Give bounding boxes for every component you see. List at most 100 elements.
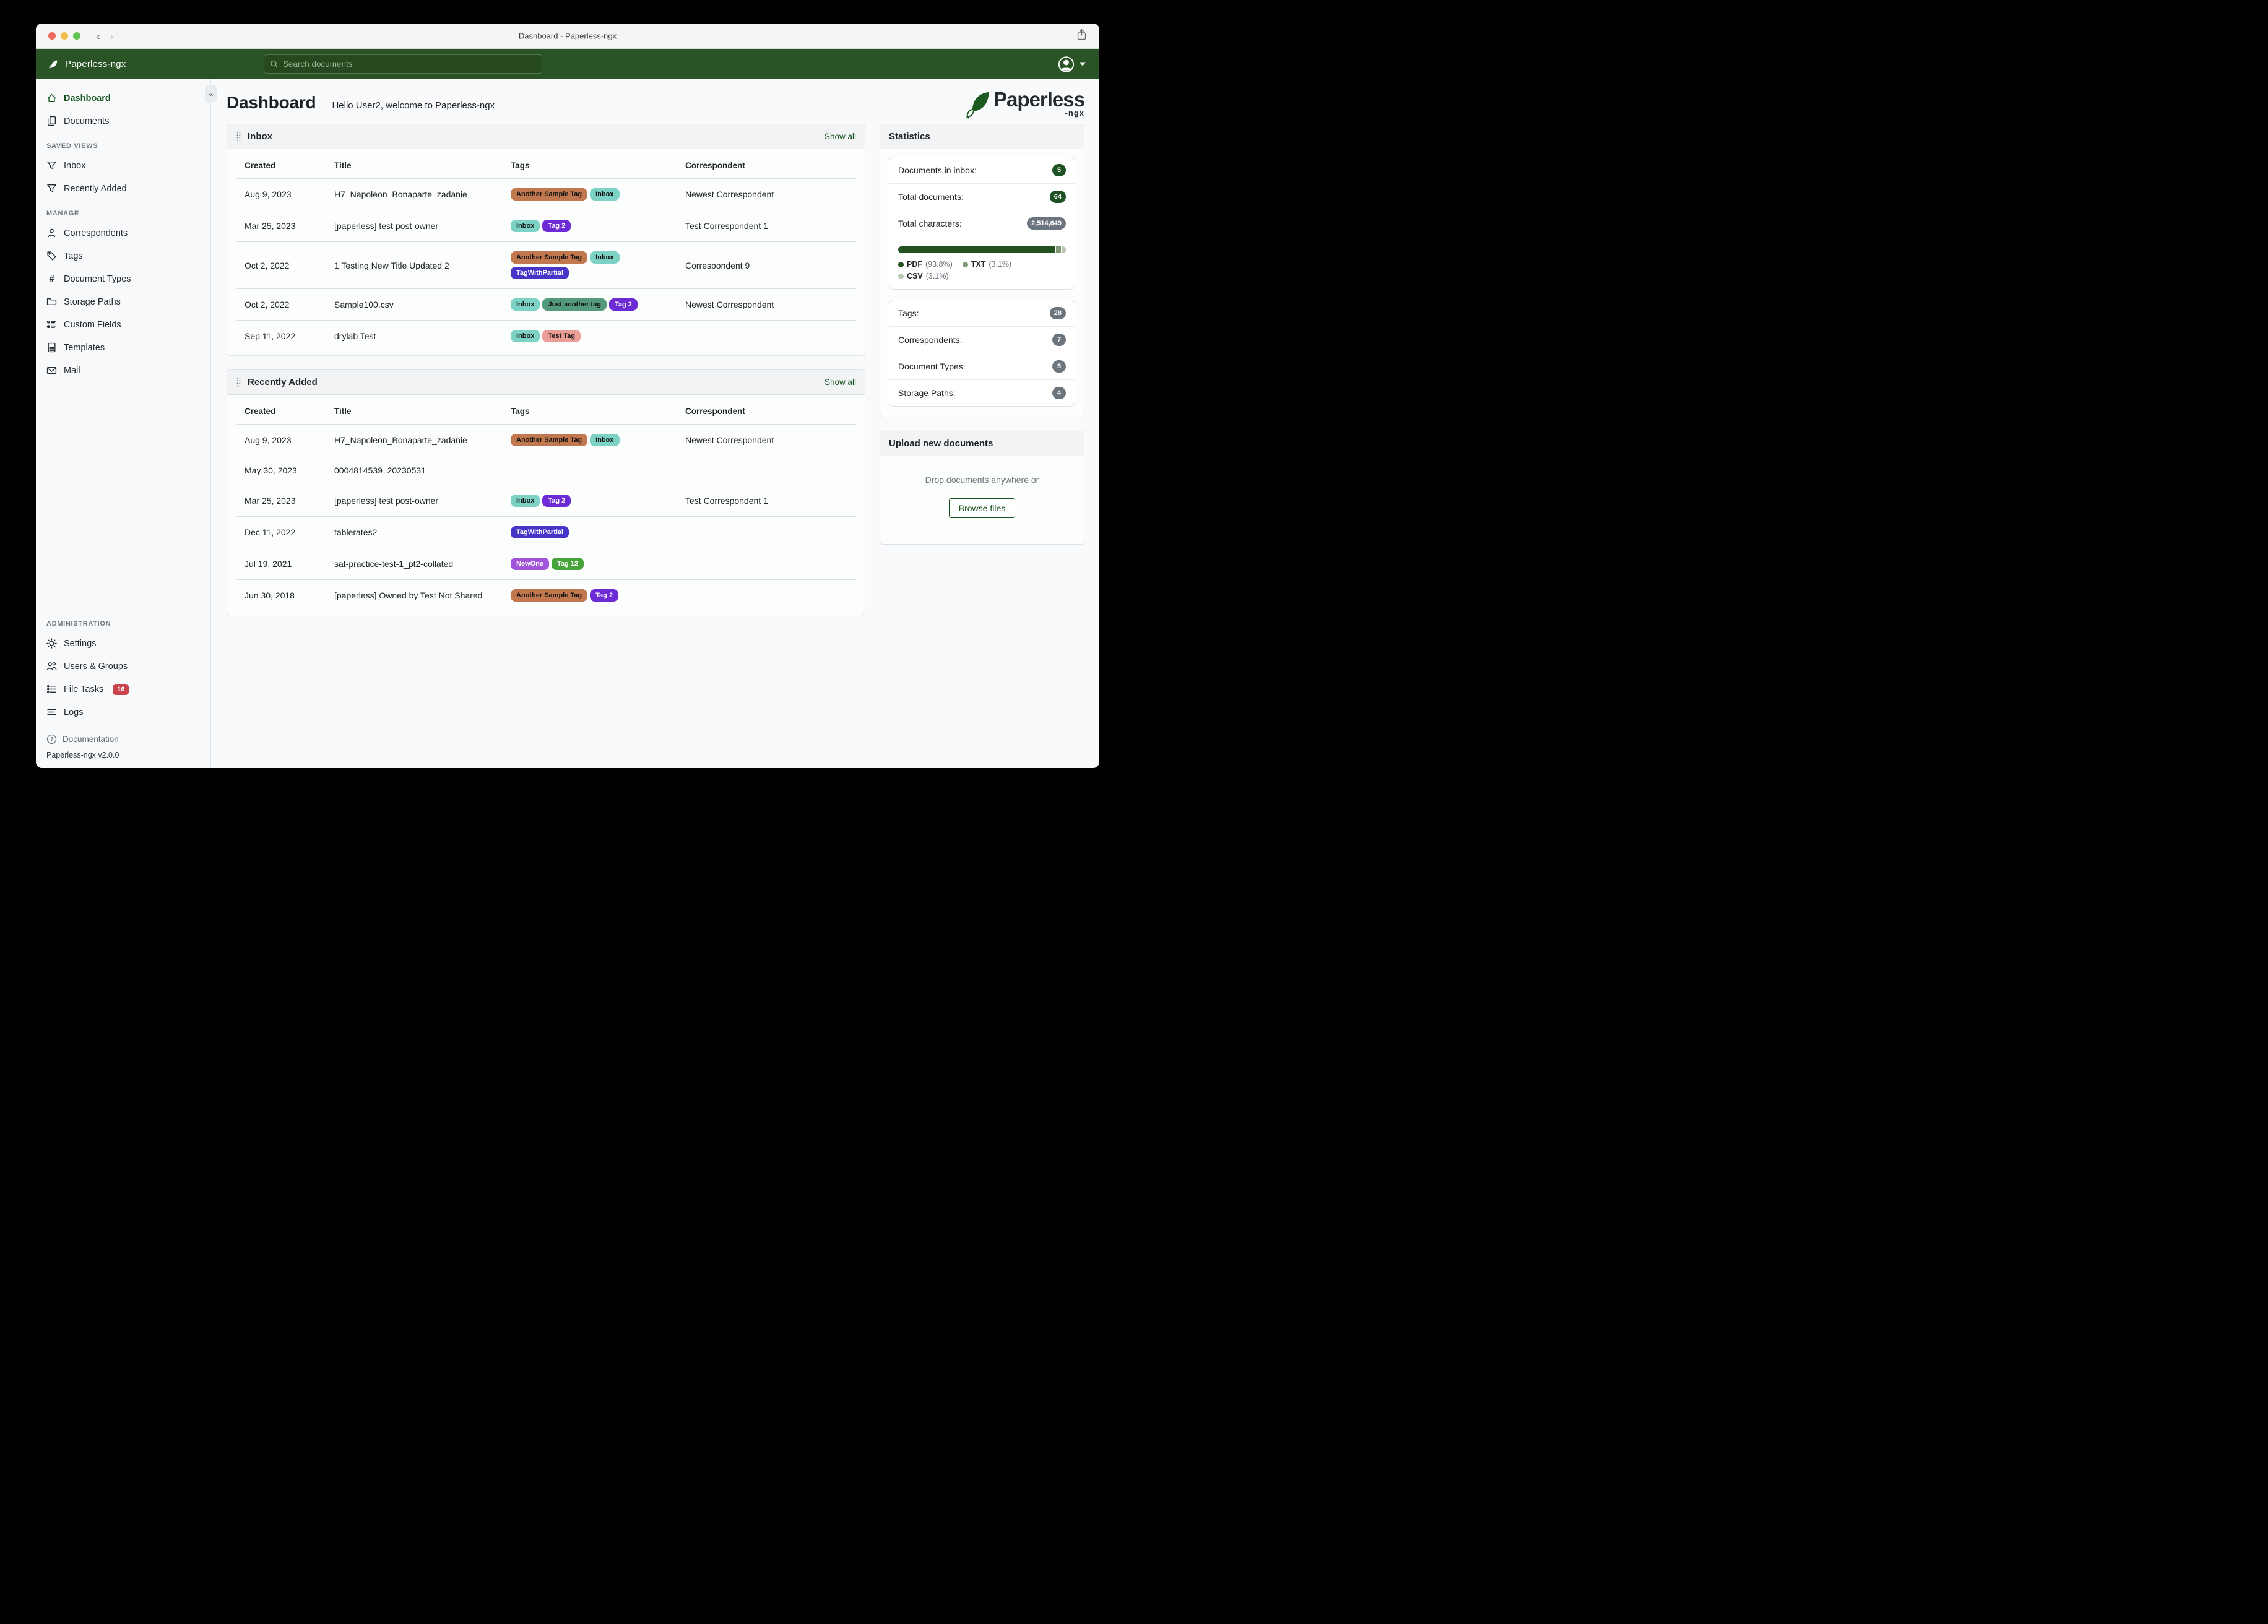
documentation-link[interactable]: ? Documentation <box>36 730 210 748</box>
table-row[interactable]: Jun 30, 2018 [paperless] Owned by Test No… <box>236 580 856 611</box>
document-title-link[interactable]: [paperless] test post-owner <box>334 221 439 231</box>
sidebar-item-document-types[interactable]: # Document Types <box>36 267 210 290</box>
browse-files-button[interactable]: Browse files <box>948 498 1016 518</box>
inbox-widget-header: Inbox Show all <box>227 124 865 149</box>
tag-chip[interactable]: Inbox <box>590 188 620 201</box>
tag-chip[interactable]: Just another tag <box>542 298 607 311</box>
sidebar-section-title: ADMINISTRATION <box>46 620 111 628</box>
tag-chip[interactable]: TagWithPartial <box>511 267 569 279</box>
table-row[interactable]: Jul 19, 2021 sat-practice-test-1_pt2-coll… <box>236 548 856 580</box>
document-title-link[interactable]: sat-practice-test-1_pt2-collated <box>334 559 454 569</box>
sidebar-item-documents[interactable]: Documents <box>36 110 210 132</box>
sidebar-item-tags[interactable]: Tags <box>36 244 210 267</box>
table-row[interactable]: Aug 9, 2023 H7_Napoleon_Bonaparte_zadanie… <box>236 425 856 456</box>
created-cell: May 30, 2023 <box>245 465 297 475</box>
minimize-window-button[interactable] <box>61 32 68 40</box>
tag-chip[interactable]: Another Sample Tag <box>511 251 588 264</box>
document-title-link[interactable]: H7_Napoleon_Bonaparte_zadanie <box>334 435 467 445</box>
tag-chip[interactable]: Another Sample Tag <box>511 589 588 602</box>
global-search[interactable] <box>264 54 542 74</box>
tag-chip[interactable]: Inbox <box>590 434 620 446</box>
sidebar-item-mail[interactable]: Mail <box>36 359 210 382</box>
sidebar-item-correspondents[interactable]: Correspondents <box>36 222 210 244</box>
legend-percent: (93.8%) <box>925 260 953 269</box>
document-title-link[interactable]: H7_Napoleon_Bonaparte_zadanie <box>334 189 467 199</box>
sidebar-item-users-groups[interactable]: Users & Groups <box>36 655 210 678</box>
tag-chip[interactable]: Tag 12 <box>552 558 584 570</box>
column-header-correspondent: Correspondent <box>685 407 745 416</box>
zoom-window-button[interactable] <box>73 32 80 40</box>
document-title-link[interactable]: tablerates2 <box>334 527 378 537</box>
page-title: Dashboard <box>227 93 316 112</box>
app-brand[interactable]: Paperless-ngx <box>36 58 211 71</box>
table-row[interactable]: Oct 2, 2022 1 Testing New Title Updated 2… <box>236 242 856 289</box>
sidebar-item-dashboard[interactable]: Dashboard <box>36 87 210 110</box>
table-row[interactable]: May 30, 2023 0004814539_20230531 <box>236 456 856 485</box>
document-title-link[interactable]: 1 Testing New Title Updated 2 <box>334 260 449 270</box>
statistics-title: Statistics <box>889 131 930 142</box>
tag-chip[interactable]: Inbox <box>590 251 620 264</box>
correspondent-cell <box>677 555 856 573</box>
upload-dropzone[interactable]: Drop documents anywhere or Browse files <box>880 456 1084 544</box>
sidebar-item-inbox[interactable]: Inbox <box>36 154 210 177</box>
document-title-link[interactable]: [paperless] Owned by Test Not Shared <box>334 590 483 600</box>
created-cell: Mar 25, 2023 <box>245 221 296 231</box>
app-brand-label: Paperless-ngx <box>65 59 126 69</box>
tag-chip[interactable]: Tag 2 <box>542 495 571 507</box>
table-row[interactable]: Dec 11, 2022 tablerates2 TagWithPartial <box>236 517 856 548</box>
sidebar-item-file-tasks[interactable]: File Tasks 16 <box>36 678 210 701</box>
sidebar-item-templates[interactable]: Templates <box>36 336 210 359</box>
legend-dot <box>962 261 968 267</box>
tag-chip[interactable]: Tag 2 <box>542 220 571 232</box>
tag-chip[interactable]: Tag 2 <box>608 298 638 311</box>
table-row[interactable]: Mar 25, 2023 [paperless] test post-owner I… <box>236 210 856 242</box>
search-input[interactable] <box>283 59 536 69</box>
close-window-button[interactable] <box>48 32 56 40</box>
document-title-link[interactable]: drylab Test <box>334 331 376 341</box>
tag-chip[interactable]: Another Sample Tag <box>511 434 588 446</box>
document-title-link[interactable]: Sample100.csv <box>334 300 394 309</box>
sidebar-item-label: Logs <box>64 707 84 717</box>
sidebar-item-recently-added[interactable]: Recently Added <box>36 177 210 200</box>
sidebar-section-title: MANAGE <box>46 210 80 217</box>
tag-chip[interactable]: Inbox <box>511 220 540 232</box>
window-controls <box>48 32 80 40</box>
tag-chip[interactable]: NewOne <box>511 558 550 570</box>
tag-list: TagWithPartial <box>511 526 672 538</box>
search-icon <box>270 60 279 69</box>
inbox-show-all-link[interactable]: Show all <box>824 132 856 141</box>
tag-chip[interactable]: Inbox <box>511 330 540 342</box>
history-back-icon[interactable]: ‹ <box>97 30 100 42</box>
table-row[interactable]: Oct 2, 2022 Sample100.csv Inbox Just anothe… <box>236 289 856 321</box>
history-forward-icon[interactable]: › <box>110 30 114 42</box>
sidebar-item-logs[interactable]: Logs <box>36 701 210 723</box>
document-title-link[interactable]: 0004814539_20230531 <box>334 465 426 475</box>
title-cell: [paperless] test post-owner <box>326 486 502 515</box>
column-header-correspondent: Correspondent <box>685 161 745 170</box>
tag-chip[interactable]: Inbox <box>511 298 540 311</box>
drag-handle-icon[interactable] <box>236 377 241 387</box>
share-icon[interactable] <box>1076 28 1087 43</box>
drag-handle-icon[interactable] <box>236 131 241 142</box>
tag-chip[interactable]: Inbox <box>511 495 540 507</box>
sidebar-collapse-button[interactable]: « <box>205 85 217 102</box>
greeting-text: Hello User2, welcome to Paperless-ngx <box>332 100 495 111</box>
table-row[interactable]: Aug 9, 2023 H7_Napoleon_Bonaparte_zadanie… <box>236 179 856 210</box>
document-title-link[interactable]: [paperless] test post-owner <box>334 496 439 506</box>
user-menu[interactable] <box>1058 56 1086 72</box>
sidebar-item-storage-paths[interactable]: Storage Paths <box>36 290 210 313</box>
tag-chip[interactable]: Another Sample Tag <box>511 188 588 201</box>
table-row[interactable]: Sep 11, 2022 drylab Test Inbox Test Tag <box>236 321 856 352</box>
table-row[interactable]: Mar 25, 2023 [paperless] test post-owner I… <box>236 485 856 517</box>
stat-label: Total documents: <box>898 192 964 202</box>
inbox-table: Created Title Tags Correspondent Aug 9, 2023… <box>227 149 865 355</box>
sidebar-item-settings[interactable]: Settings <box>36 632 210 655</box>
tag-chip[interactable]: Tag 2 <box>590 589 619 602</box>
stat-label: Storage Paths: <box>898 388 956 398</box>
tag-chip[interactable]: Test Tag <box>542 330 581 342</box>
sidebar-item-custom-fields[interactable]: Custom Fields <box>36 313 210 336</box>
sidebar-item-label: Documents <box>64 116 110 126</box>
tag-chip[interactable]: TagWithPartial <box>511 526 569 538</box>
recently-added-show-all-link[interactable]: Show all <box>824 378 856 387</box>
stat-label: Documents in inbox: <box>898 165 977 175</box>
